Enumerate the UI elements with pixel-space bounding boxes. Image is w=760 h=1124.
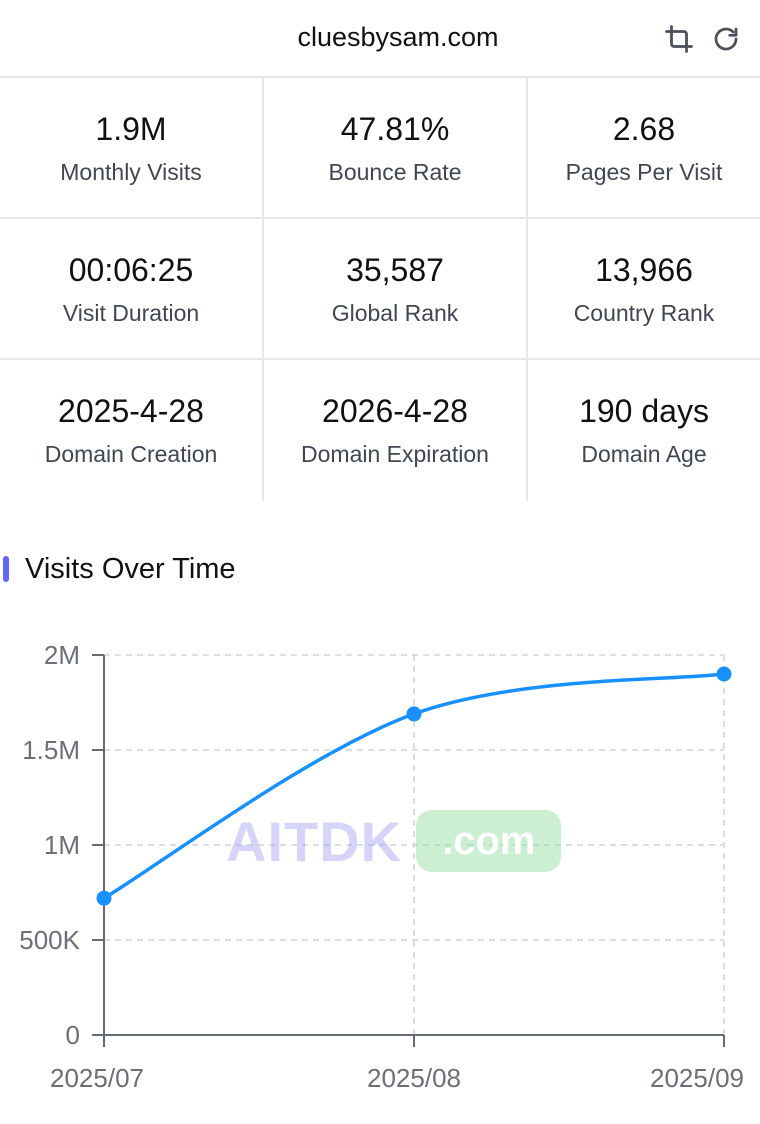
stat-label: Domain Creation xyxy=(44,441,218,467)
watermark-suffix: .com xyxy=(416,810,562,872)
header: cluesbysam.com xyxy=(0,0,760,78)
stats-row: 1.9M Monthly Visits 47.81% Bounce Rate 2… xyxy=(0,78,760,219)
data-point xyxy=(96,890,112,906)
section-title-text: Visits Over Time xyxy=(25,552,236,585)
stat-country-rank: 13,966 Country Rank xyxy=(528,219,760,358)
stat-bounce-rate: 47.81% Bounce Rate xyxy=(264,78,528,217)
visits-chart: 0 500K 1M 1.5M 2M 2025/07 2025/08 2025/09 xyxy=(19,640,744,1093)
stat-monthly-visits: 1.9M Monthly Visits xyxy=(0,78,264,217)
y-tick-label: 1.5M xyxy=(22,735,80,765)
stat-value: 190 days xyxy=(579,393,709,429)
stat-domain-age: 190 days Domain Age xyxy=(528,360,760,501)
stat-value: 2025-4-28 xyxy=(58,393,204,429)
stat-value: 47.81% xyxy=(340,111,450,147)
stat-label: Bounce Rate xyxy=(328,159,462,185)
data-point xyxy=(716,666,732,682)
section-title: Visits Over Time xyxy=(0,548,236,590)
stats-row: 00:06:25 Visit Duration 35,587 Global Ra… xyxy=(0,219,760,360)
y-tick-label: 2M xyxy=(44,640,80,670)
y-tick-label: 1M xyxy=(44,830,80,860)
stat-value: 2026-4-28 xyxy=(322,393,468,429)
crop-icon[interactable] xyxy=(664,24,694,54)
stat-label: Global Rank xyxy=(331,300,459,326)
stat-label: Domain Expiration xyxy=(301,441,489,467)
stat-global-rank: 35,587 Global Rank xyxy=(264,219,528,358)
y-tick-label: 500K xyxy=(19,925,80,955)
stat-value: 00:06:25 xyxy=(68,252,194,288)
y-tick-label: 0 xyxy=(66,1020,80,1050)
stat-visit-duration: 00:06:25 Visit Duration xyxy=(0,219,264,358)
stat-label: Visit Duration xyxy=(62,300,200,326)
stat-label: Monthly Visits xyxy=(60,159,202,185)
stat-pages-per-visit: 2.68 Pages Per Visit xyxy=(528,78,760,217)
x-tick-label: 2025/08 xyxy=(367,1063,461,1093)
watermark-text: AITDK xyxy=(226,809,403,873)
stat-value: 35,587 xyxy=(346,252,444,288)
stat-value: 1.9M xyxy=(95,111,167,147)
stats-row: 2025-4-28 Domain Creation 2026-4-28 Doma… xyxy=(0,360,760,501)
stat-domain-creation: 2025-4-28 Domain Creation xyxy=(0,360,264,501)
stat-label: Pages Per Visit xyxy=(565,159,723,185)
stat-label: Country Rank xyxy=(573,300,715,326)
watermark: AITDK .com xyxy=(226,809,562,873)
stat-value: 13,966 xyxy=(595,252,693,288)
stats-grid: 1.9M Monthly Visits 47.81% Bounce Rate 2… xyxy=(0,78,760,501)
stat-label: Domain Age xyxy=(581,441,707,467)
x-tick-label: 2025/09 xyxy=(650,1063,744,1093)
stat-value: 2.68 xyxy=(612,111,676,147)
data-point xyxy=(406,706,422,722)
x-tick-label: 2025/07 xyxy=(50,1063,144,1093)
section-accent-bar xyxy=(3,556,9,582)
stat-domain-expiration: 2026-4-28 Domain Expiration xyxy=(264,360,528,501)
domain-title: cluesbysam.com xyxy=(297,22,499,52)
refresh-icon[interactable] xyxy=(711,24,741,54)
